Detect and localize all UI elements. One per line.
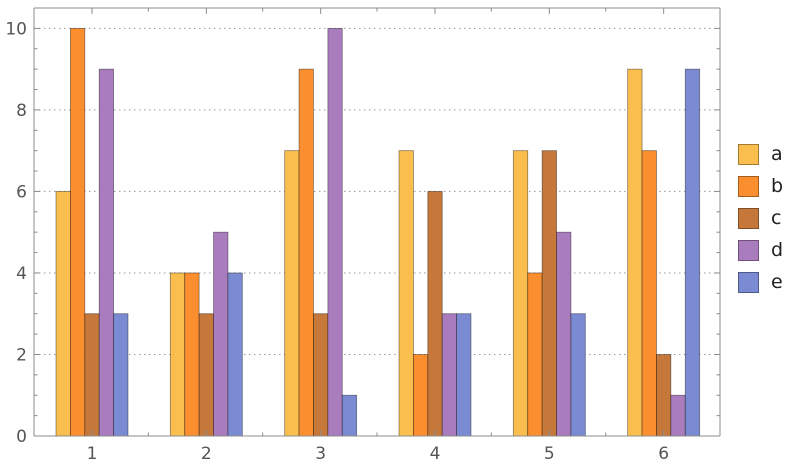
bar-a-4	[398, 150, 414, 437]
y-tick-label-0: 0	[16, 427, 27, 447]
bar-c-2	[198, 313, 214, 437]
bar-b-3	[298, 68, 314, 437]
legend-swatch-e	[738, 271, 759, 293]
bar-e-6	[684, 68, 701, 437]
legend-item-c: c	[738, 202, 794, 234]
bar-c-1	[84, 313, 100, 437]
bar-e-3	[341, 394, 358, 437]
legend-label-a: a	[771, 143, 783, 165]
y-tick-label-4: 4	[16, 264, 27, 284]
bar-a-2	[169, 272, 186, 437]
x-tick-label-6: 6	[658, 444, 669, 464]
legend-label-b: b	[771, 175, 784, 197]
x-tick-label-3: 3	[315, 444, 326, 464]
legend-swatch-b	[738, 175, 759, 197]
bar-c-3	[313, 313, 329, 437]
bar-a-3	[284, 150, 300, 437]
bar-e-5	[570, 313, 586, 437]
x-tick-label-5: 5	[544, 444, 555, 464]
legend-label-d: d	[771, 239, 784, 261]
legend-item-a: a	[738, 138, 794, 170]
bar-b-6	[641, 150, 657, 437]
bar-e-2	[227, 272, 243, 437]
bar-d-6	[670, 394, 686, 437]
bar-b-2	[184, 272, 200, 437]
y-tick-label-10: 10	[5, 19, 27, 39]
legend-label-e: e	[771, 271, 783, 293]
legend-swatch-d	[738, 239, 759, 261]
bar-d-5	[556, 231, 572, 437]
legend-swatch-a	[738, 143, 759, 165]
bar-d-1	[98, 68, 114, 437]
y-tick-label-2: 2	[16, 345, 27, 365]
legend-item-e: e	[738, 266, 794, 298]
bar-a-1	[55, 191, 71, 437]
x-tick-label-4: 4	[430, 444, 441, 464]
legend-item-d: d	[738, 234, 794, 266]
bar-d-4	[441, 313, 458, 437]
bar-b-4	[412, 354, 429, 437]
tick-labels: 1 2 3 4 5 6 0 2 4 6 8 10	[5, 19, 669, 464]
bar-e-4	[456, 313, 472, 437]
legend-swatch-c	[738, 207, 759, 229]
gridlines	[34, 27, 720, 355]
bar-c-5	[541, 150, 557, 437]
legend-label-c: c	[771, 207, 782, 229]
x-tick-label-1: 1	[87, 444, 98, 464]
bar-c-4	[427, 191, 443, 437]
y-tick-label-8: 8	[16, 101, 27, 121]
x-tick-label-2: 2	[201, 444, 212, 464]
axes	[33, 7, 721, 437]
bar-c-6	[656, 354, 672, 437]
legend-item-b: b	[738, 170, 794, 202]
bar-b-1	[70, 27, 86, 437]
bar-b-5	[527, 272, 543, 437]
bar-a-6	[627, 68, 643, 437]
bar-d-2	[213, 231, 229, 437]
bar-e-1	[113, 313, 129, 437]
bar-d-3	[327, 27, 343, 437]
bar-a-5	[512, 150, 529, 437]
bars	[55, 27, 701, 437]
y-tick-label-6: 6	[16, 182, 27, 202]
